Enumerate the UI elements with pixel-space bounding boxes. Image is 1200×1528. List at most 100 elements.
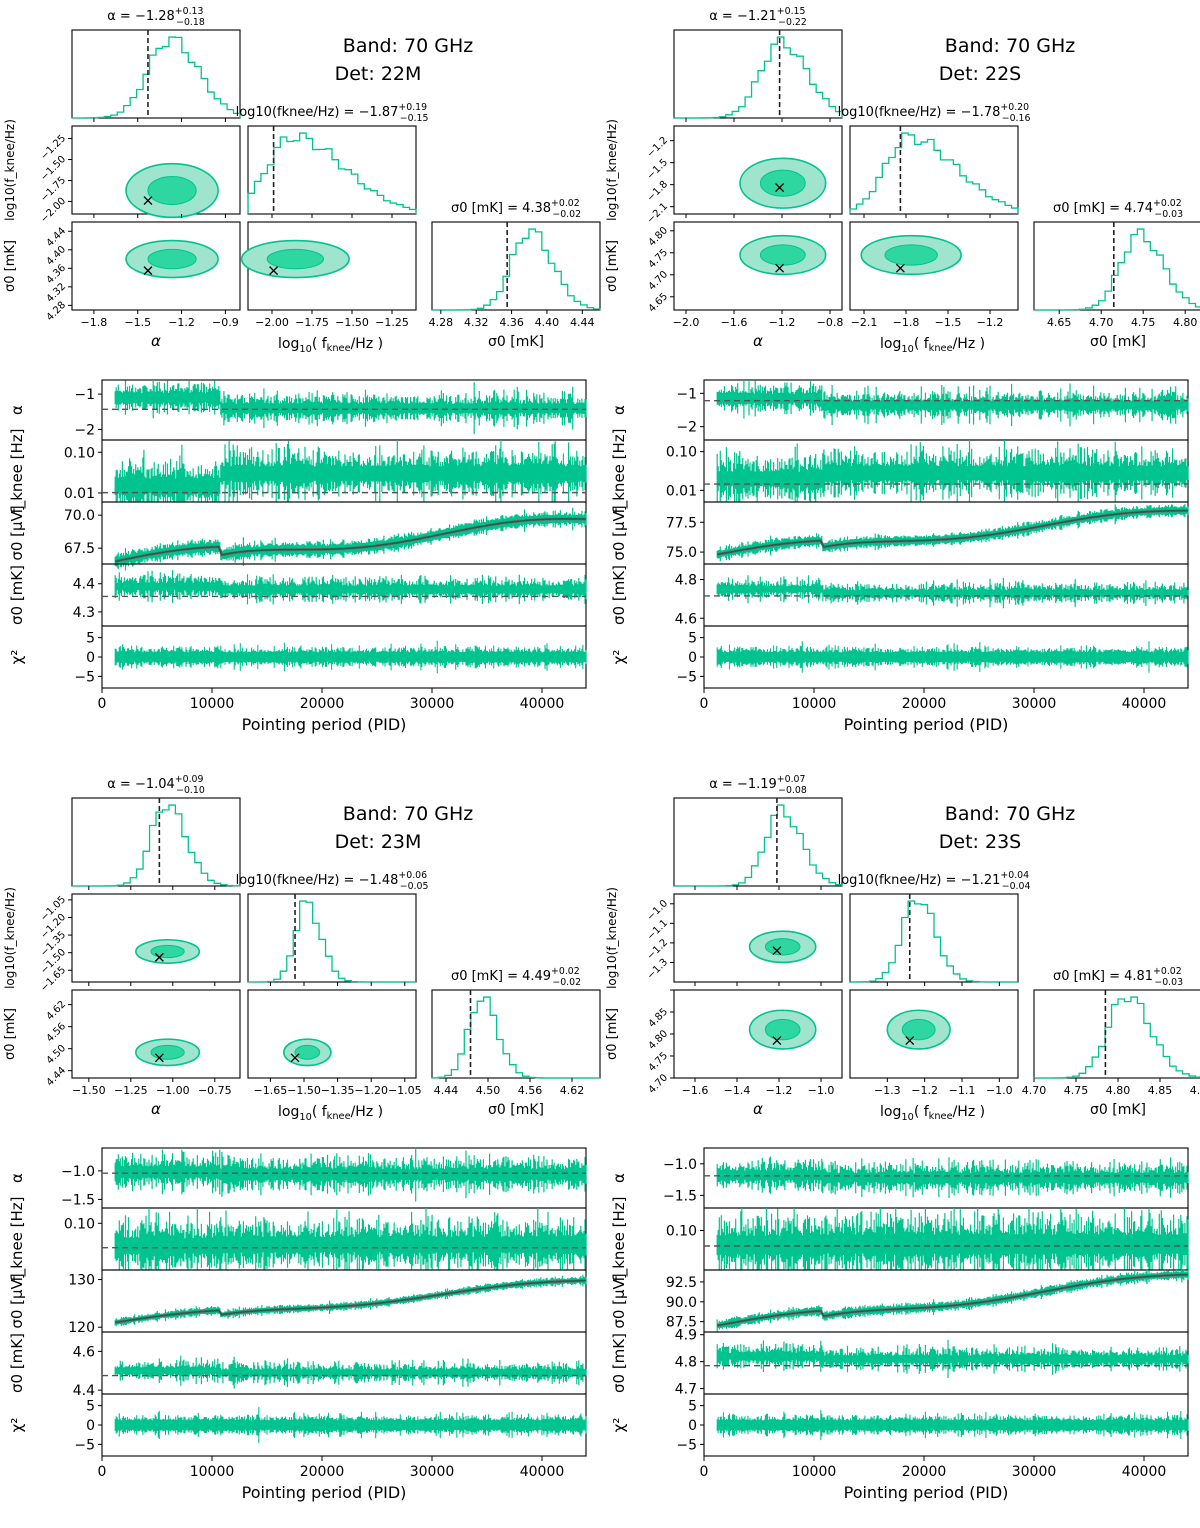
y-tick-label: 5 bbox=[688, 1399, 697, 1415]
y-tick-label: 4.80 bbox=[647, 1028, 671, 1052]
y-tick-label: 0.01 bbox=[64, 486, 95, 502]
x-axis-label: α bbox=[151, 1100, 161, 1118]
row-label: χ² bbox=[8, 1418, 26, 1433]
y-tick-label: 4.65 bbox=[647, 291, 671, 315]
x-axis-label: α bbox=[753, 1100, 763, 1118]
x-axis-label: Pointing period (PID) bbox=[844, 715, 1009, 734]
y-tick-label: 4.8 bbox=[675, 573, 697, 589]
x-tick-label: −1.0 bbox=[986, 1084, 1013, 1097]
y-tick-label: 92.5 bbox=[666, 1275, 697, 1291]
x-tick-label: 10000 bbox=[190, 1464, 235, 1480]
y-tick-label: 87.5 bbox=[666, 1315, 697, 1331]
detector-label: Det: 22M bbox=[335, 63, 422, 85]
x-tick-label: 4.65 bbox=[1047, 316, 1072, 329]
y-tick-label: −1.2 bbox=[645, 937, 670, 962]
x-tick-label: −1.3 bbox=[874, 1084, 901, 1097]
y-tick-label: 4.6 bbox=[73, 1344, 95, 1360]
contour-0-2-contour-inner bbox=[147, 248, 197, 270]
row-label: f_knee [Hz] bbox=[8, 428, 27, 513]
x-tick-label: −1.05 bbox=[388, 1084, 422, 1097]
x-tick-label: −1.5 bbox=[124, 316, 151, 329]
x-tick-label: 4.75 bbox=[1064, 1084, 1089, 1097]
y-tick-label: 0 bbox=[86, 650, 95, 666]
marginal-title: σ0 [mK] = 4.38+0.02 −0.02 bbox=[451, 198, 581, 220]
y-tick-label: 70.0 bbox=[64, 508, 95, 524]
contour-0-1-contour-inner bbox=[147, 175, 197, 206]
row-label: α bbox=[8, 405, 26, 415]
x-axis-label: log10( fknee/Hz ) bbox=[880, 336, 985, 355]
marginal-title: α = −1.21+0.15 −0.22 bbox=[709, 6, 807, 28]
timeseries-alpha-series bbox=[716, 1156, 1189, 1198]
x-tick-label: −1.8 bbox=[893, 316, 920, 329]
x-tick-label: −1.2 bbox=[769, 316, 796, 329]
x-tick-label: 40000 bbox=[1122, 1464, 1167, 1480]
row-label: f_knee [Hz] bbox=[8, 1196, 27, 1281]
x-tick-label: 30000 bbox=[1012, 696, 1057, 712]
band-label: Band: 70 GHz bbox=[343, 35, 473, 57]
timeseries-sig_uv-series bbox=[114, 507, 587, 571]
contour-0-1-truth-marker bbox=[772, 946, 782, 956]
marginal-title: log10(fknee/Hz) = −1.48+0.06 −0.05 bbox=[236, 870, 429, 892]
marginal-0-hist bbox=[674, 36, 843, 119]
x-tick-label: −1.2 bbox=[168, 316, 195, 329]
contour-frame bbox=[673, 221, 843, 311]
hist-frame bbox=[71, 29, 241, 119]
x-tick-label: −1.5 bbox=[935, 316, 962, 329]
contour-frame bbox=[71, 893, 241, 983]
x-tick-label: 30000 bbox=[410, 696, 455, 712]
y-tick-label: 4.28 bbox=[45, 300, 69, 324]
timeseries-alpha-series bbox=[114, 380, 587, 435]
y-tick-label: 4.8 bbox=[675, 1355, 697, 1371]
x-tick-label: −0.8 bbox=[817, 316, 844, 329]
x-tick-label: 4.80 bbox=[1106, 1084, 1131, 1097]
x-tick-label: 4.80 bbox=[1173, 316, 1198, 329]
y-tick-label: 4.75 bbox=[647, 247, 671, 271]
panel-4: α = −1.19+0.07 −0.08 log10(fknee/Hz) = −1.… bbox=[605, 774, 1200, 1502]
x-tick-label: −1.25 bbox=[114, 1084, 148, 1097]
y-axis-label: σ0 [mK] bbox=[605, 1008, 620, 1060]
x-tick-label: −1.50 bbox=[287, 1084, 321, 1097]
detector-label: Det: 23S bbox=[939, 831, 1021, 853]
y-axis-label: log10(f_knee/Hz) bbox=[605, 119, 619, 221]
row-label: χ² bbox=[610, 650, 628, 665]
x-tick-label: 40000 bbox=[520, 696, 565, 712]
contour-frame bbox=[71, 221, 241, 311]
x-tick-label: 4.36 bbox=[499, 316, 524, 329]
x-tick-label: −1.8 bbox=[81, 316, 108, 329]
marginal-title: σ0 [mK] = 4.49+0.02 −0.02 bbox=[451, 966, 581, 988]
x-axis-label: Pointing period (PID) bbox=[242, 1483, 407, 1502]
detector-label: Det: 22S bbox=[939, 63, 1021, 85]
y-tick-label: 0 bbox=[688, 650, 697, 666]
timeseries-sig_mk-series bbox=[716, 575, 1189, 609]
y-tick-label: −5 bbox=[676, 1437, 697, 1453]
row-label: σ0 [μV] bbox=[8, 1273, 26, 1328]
row-label: χ² bbox=[8, 650, 26, 665]
x-axis-label: σ0 [mK] bbox=[488, 334, 544, 350]
y-tick-label: −1 bbox=[676, 386, 697, 402]
y-axis-label: σ0 [mK] bbox=[605, 240, 620, 292]
y-tick-label: −1 bbox=[74, 387, 95, 403]
timeseries-sig_uv-frame bbox=[101, 1269, 587, 1333]
x-tick-label: 4.40 bbox=[535, 316, 560, 329]
contour-1-2-contour-inner bbox=[266, 248, 325, 270]
x-tick-label: 4.85 bbox=[1148, 1084, 1173, 1097]
contour-0-2-contour-inner bbox=[759, 244, 806, 266]
y-tick-label: 4.36 bbox=[45, 263, 69, 287]
marginal-2-hist bbox=[1033, 996, 1200, 1079]
y-tick-label: 0 bbox=[688, 1418, 697, 1434]
contour-0-2-contour-inner bbox=[150, 1044, 185, 1060]
x-tick-label: 40000 bbox=[1122, 696, 1167, 712]
contour-1-2-truth-marker bbox=[905, 1036, 915, 1046]
y-tick-label: 5 bbox=[86, 631, 95, 647]
hist-frame bbox=[431, 989, 601, 1079]
x-tick-label: 40000 bbox=[520, 1464, 565, 1480]
x-tick-label: 4.50 bbox=[476, 1084, 501, 1097]
x-tick-label: 10000 bbox=[792, 1464, 837, 1480]
y-tick-label: −2 bbox=[74, 422, 95, 438]
x-axis-label: σ0 [mK] bbox=[488, 1102, 544, 1118]
timeseries-sig_mk-series bbox=[114, 570, 587, 605]
contour-0-1-contour-inner bbox=[764, 938, 801, 956]
x-tick-label: −0.9 bbox=[212, 316, 239, 329]
band-label: Band: 70 GHz bbox=[343, 803, 473, 825]
marginal-1-hist bbox=[849, 132, 1019, 214]
